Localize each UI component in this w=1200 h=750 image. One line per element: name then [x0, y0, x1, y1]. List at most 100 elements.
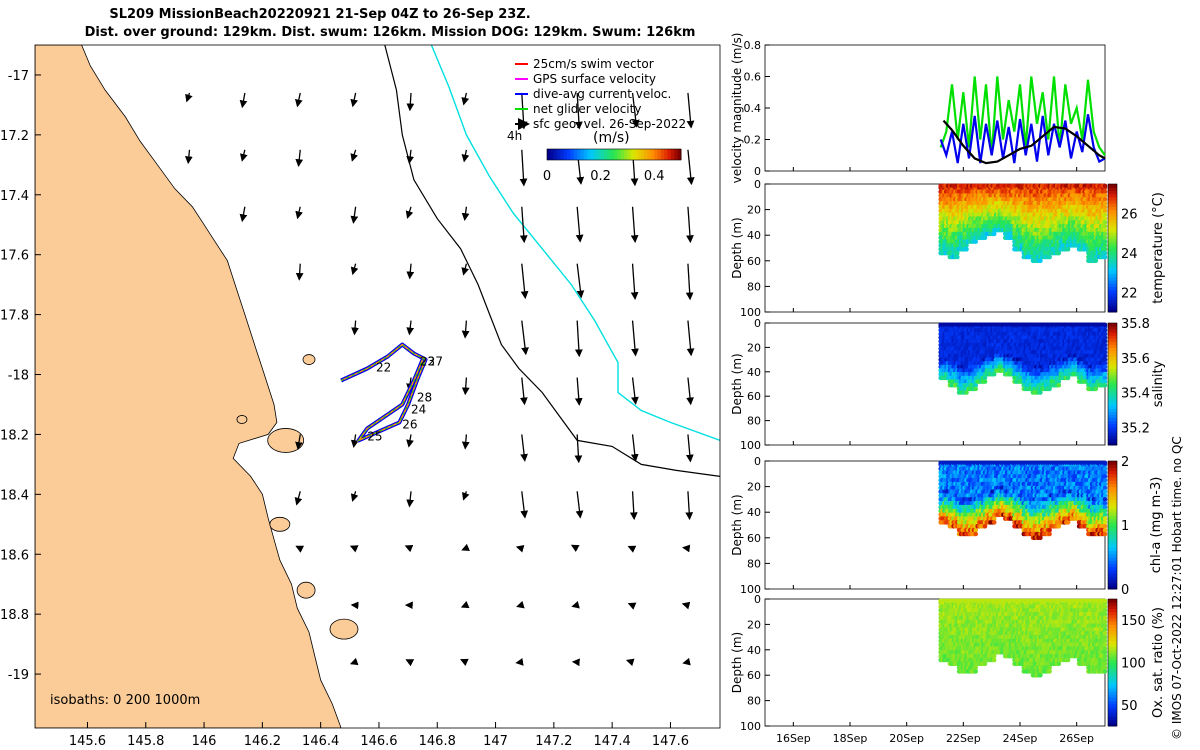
track-label-27: 27	[428, 355, 443, 369]
temperature-colorbar-cell-12	[1108, 270, 1117, 275]
velocity-arrow-48	[521, 320, 529, 356]
vel-ytick-label-0: 0	[754, 165, 761, 178]
map-xtick-label-5: 146.6	[360, 734, 397, 749]
map-ytick-label-2: 17.4	[0, 189, 29, 204]
velocity-arrow-63	[570, 544, 580, 552]
temperature-colorbar-cell-18	[1108, 251, 1117, 255]
salinity-ylabel: Depth (m)	[730, 353, 744, 414]
salinity-colorbar-cell-30	[1108, 350, 1117, 354]
salinity-colorbar-cell-11	[1108, 408, 1117, 412]
velocity-arrow-17	[350, 434, 359, 448]
velocity-arrow-42	[460, 600, 470, 609]
island-4	[302, 354, 316, 365]
velocity-arrow-83	[685, 434, 694, 463]
salinity-colorbar-cell-2	[1108, 435, 1117, 440]
temperature-colorbar-cell-5	[1108, 292, 1117, 297]
map-xtick-label-4: 146.4	[302, 734, 339, 749]
velocity-arrow-76	[625, 658, 635, 667]
surface-dot	[1102, 322, 1108, 328]
temperature-colorbar-cell-30	[1108, 212, 1117, 217]
temperature-colorbar-cell-22	[1108, 238, 1117, 243]
map-ytick-label-5: -18	[8, 369, 29, 384]
vel-ytick-label-4: 0.8	[744, 39, 762, 52]
velocity-arrow-70	[631, 320, 639, 357]
velocity-arrow-54	[515, 658, 524, 666]
velocity-arrow-69	[630, 263, 639, 300]
map-colorbar-cell-1	[550, 149, 555, 160]
map-xtick-label-0: 145.6	[69, 734, 106, 749]
temperature-colorbar-cell-1	[1108, 305, 1117, 310]
temperature-colorbar-cell-10	[1108, 276, 1117, 281]
velocity-arrow-9	[295, 434, 303, 450]
velocity-arrow-64	[571, 600, 580, 609]
map-colorbar-cell-21	[617, 149, 622, 160]
velocity-arrow-0	[185, 92, 193, 103]
island-5	[236, 415, 248, 424]
salinity-colorbar-cell-7	[1108, 420, 1117, 425]
velocity-arrow-11	[295, 545, 305, 553]
isobath-1000m	[430, 45, 720, 442]
temperature-colorbar-cell-16	[1108, 257, 1117, 262]
salinity-colorbar-cell-12	[1108, 405, 1117, 409]
velocity-arrow-73	[629, 491, 638, 521]
velocity-arrow-86	[681, 601, 691, 610]
salinity-colorbar-cell-37	[1108, 329, 1117, 333]
velocity-arrow-59	[574, 320, 583, 358]
map-colorbar-label: (m/s)	[593, 130, 630, 146]
salinity-colorbar-cell-28	[1108, 356, 1117, 361]
velocity-arrow-53	[516, 600, 525, 609]
velocity-arrow-72	[630, 434, 639, 462]
map-colorbar-cell-15	[597, 149, 602, 160]
map-colorbar-frame	[546, 148, 682, 161]
map-colorbar-cell-8	[573, 149, 578, 160]
data-dot	[1047, 531, 1052, 537]
map-colorbar-cell-6	[567, 149, 571, 160]
map-colorbar-cell-14	[593, 149, 598, 160]
map-ytick-label-0: -17	[8, 69, 29, 84]
velocity-arrow-39	[461, 434, 470, 450]
map-xtick-label-1: 145.8	[127, 734, 164, 749]
glider-track-green	[340, 344, 427, 442]
vel-ytick-label-1: 0.2	[744, 134, 762, 147]
data-dot	[973, 239, 978, 244]
temperature-colorbar-cell-35	[1108, 196, 1117, 201]
velocity-arrow-45	[519, 149, 528, 187]
land-mass	[35, 45, 342, 728]
velocity-arrow-8	[295, 263, 304, 281]
velocity-arrow-35	[461, 206, 470, 222]
track-label-23: 23	[420, 355, 435, 369]
map-colorbar-cell-18	[607, 149, 612, 160]
salinity-colorbar-cell-9	[1108, 414, 1117, 419]
map-colorbar-cell-3	[557, 149, 561, 160]
data-dot	[1102, 382, 1108, 388]
velocity-arrow-47	[520, 263, 529, 300]
temperature-ytick-label-4: 80	[747, 280, 761, 293]
vel-ylabel: velocity magnitude (m/s)	[730, 33, 744, 184]
salinity-colorbar-tick-0: 35.2	[1121, 422, 1150, 437]
temperature-colorbar-cell-29	[1108, 216, 1117, 220]
salinity-ytick-label-0: 0	[754, 317, 761, 330]
map-colorbar-cell-30	[647, 149, 652, 160]
data-dot	[1056, 382, 1062, 388]
velocity-arrow-22	[406, 92, 415, 112]
salinity-colorbar-cell-17	[1108, 390, 1117, 394]
data-dot	[964, 243, 969, 248]
temperature-colorbar-cell-3	[1108, 299, 1117, 303]
velocity-arrow-6	[295, 149, 304, 168]
temperature-colorbar-tick-1: 24	[1121, 247, 1138, 262]
data-dot	[973, 386, 978, 392]
temperature-colorbar-cell-9	[1108, 280, 1117, 284]
map-ytick-label-4: 17.8	[0, 309, 29, 324]
isobath-label: isobaths: 0 200 1000m	[50, 693, 200, 708]
salinity-colorbar-cell-1	[1108, 438, 1117, 443]
velocity-arrow-34	[461, 149, 470, 163]
temperature-colorbar-label: temperature (°C)	[1151, 192, 1166, 304]
velocity-arrow-5	[294, 92, 303, 108]
map-xtick-label-10: 147.6	[652, 734, 689, 749]
data-dot	[955, 254, 960, 260]
salinity-colorbar-cell-5	[1108, 426, 1117, 431]
map-xtick-label-6: 146.8	[419, 734, 456, 749]
